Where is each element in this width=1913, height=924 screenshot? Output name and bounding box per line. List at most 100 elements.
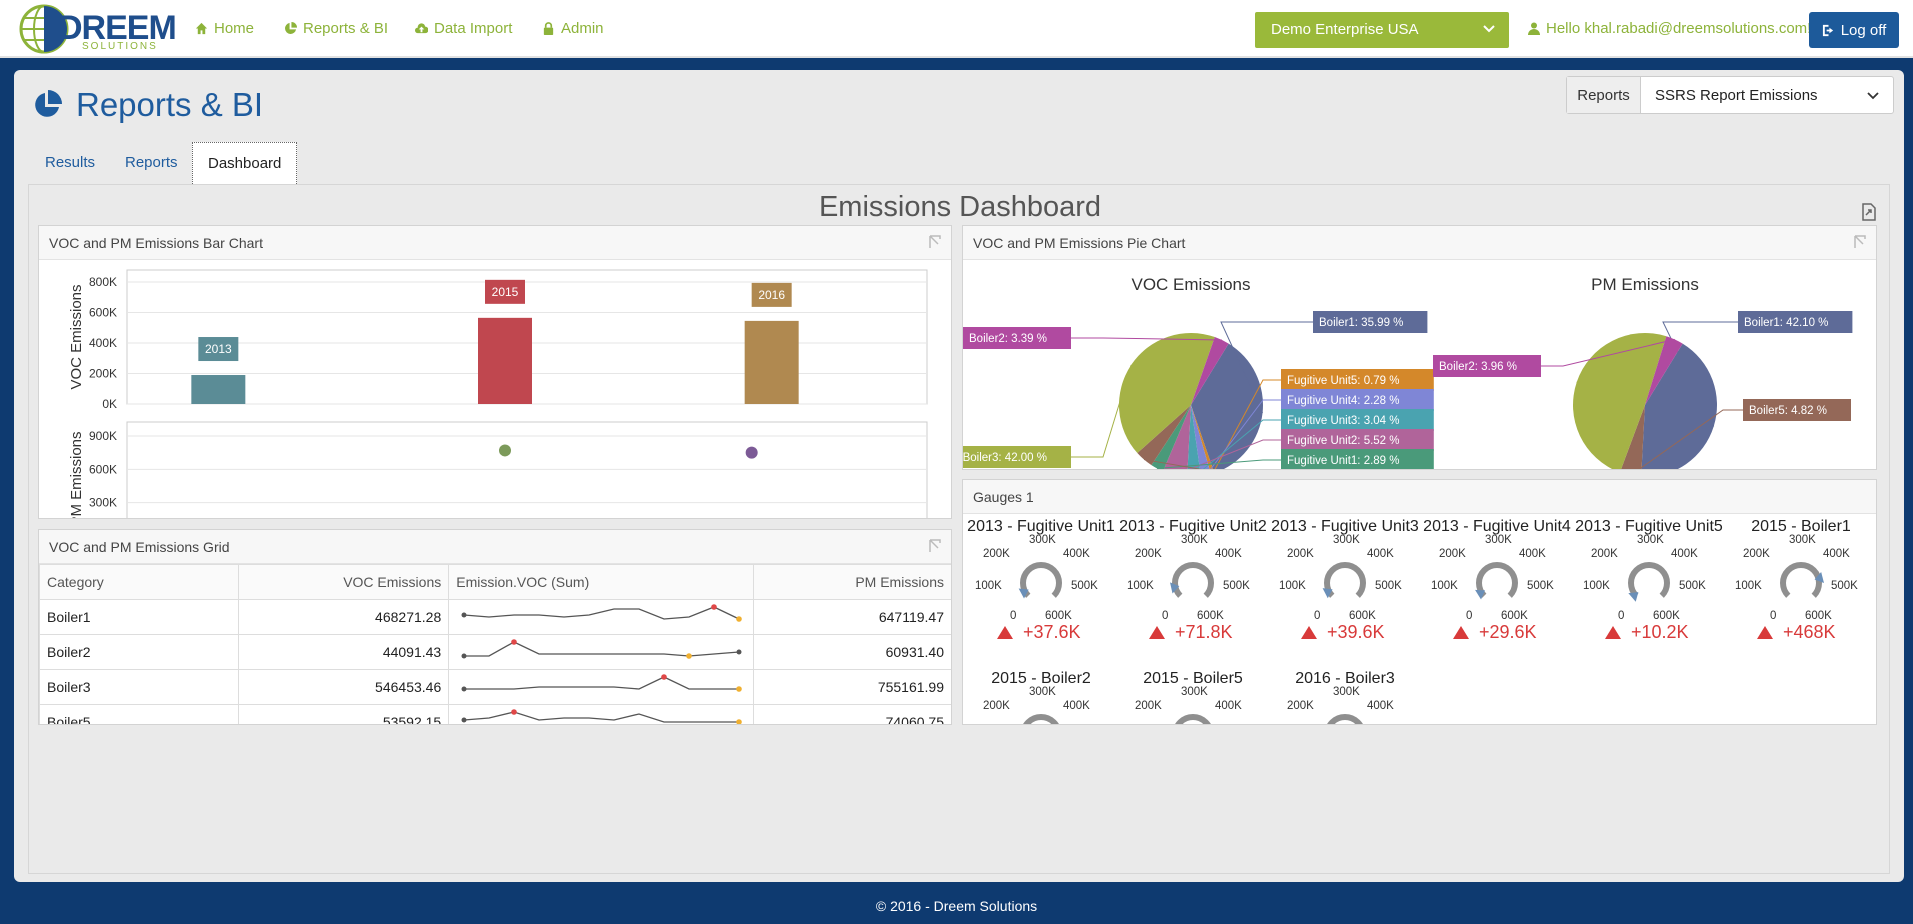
gauge-tick-label: 400K xyxy=(1519,548,1546,560)
table-row[interactable]: Boiler5 53592.15 74060.75 xyxy=(39,704,951,724)
gauge-delta: +468K xyxy=(1757,622,1836,643)
gauge-delta: +39.6K xyxy=(1301,622,1385,643)
col-voc-sum[interactable]: Emission.VOC (Sum) xyxy=(448,564,755,600)
cell-sparkline xyxy=(448,669,755,705)
pie-label: Boiler2: 3.96 % xyxy=(1439,361,1517,373)
cell-pm: 755161.99 xyxy=(753,669,951,705)
pie-label: Boiler2: 3.39 % xyxy=(969,333,1047,345)
scatter-point-2015 xyxy=(499,444,511,457)
pie-label: Fugitive Unit4: 2.28 % xyxy=(1287,395,1400,407)
user-icon xyxy=(1528,22,1540,35)
gauge-tick-label: 0 xyxy=(1466,610,1473,622)
reports-select[interactable]: SSRS Report Emissions xyxy=(1641,77,1893,113)
gauge[interactable]: 2015 - Boiler1 0 100K 200K 300K 400K 500K 600K +… xyxy=(1725,518,1876,658)
cell-category: Boiler2 xyxy=(39,634,239,670)
company-select[interactable]: Demo Enterprise USA xyxy=(1255,12,1509,48)
nav-admin[interactable]: Admin xyxy=(542,20,604,37)
pie-label: Fugitive Unit3: 3.04 % xyxy=(1287,415,1400,427)
bar-2016 xyxy=(744,320,799,404)
company-logo[interactable]: DREEM SOLUTIONS xyxy=(18,3,177,55)
pie-leader-line xyxy=(1212,379,1281,474)
cell-voc: 546453.46 xyxy=(237,669,450,705)
sparkline-min xyxy=(736,685,743,692)
gauge[interactable]: 2013 - Fugitive Unit2 0 100K 200K 300K 400K 50… xyxy=(1117,518,1269,658)
table-row[interactable]: Boiler1 468271.28 647119.47 xyxy=(39,599,951,635)
dashboard-container: Emissions Dashboard VOC and PM Emissions… xyxy=(28,184,1890,874)
gauge[interactable]: 2013 - Fugitive Unit5 0 100K 200K 300K 400K 50… xyxy=(1573,518,1725,658)
tab-dashboard[interactable]: Dashboard xyxy=(192,142,298,186)
gauge-tick-label: 200K xyxy=(1439,548,1466,560)
pie-label-box xyxy=(1743,399,1851,421)
pie-slice-fugitive-unit5 xyxy=(1191,405,1215,475)
logoff-button[interactable]: Log off xyxy=(1809,12,1899,48)
gauge-tick-label: 100K xyxy=(975,580,1002,592)
gauge-tick-label: 300K xyxy=(1029,534,1056,546)
col-category[interactable]: Category xyxy=(39,564,239,600)
pie-slice-fugitive-unit4 xyxy=(1191,405,1211,477)
nav-home-label: Home xyxy=(214,20,255,37)
gauge-tick-label: 600K xyxy=(1501,610,1528,622)
bar-data-label: 2013 xyxy=(205,342,232,356)
table-row[interactable]: Boiler3 546453.46 755161.99 xyxy=(39,669,951,705)
tab-reports[interactable]: Reports xyxy=(125,154,178,171)
gauge[interactable]: 2016 - Boiler30100K200K300K400K500K600K xyxy=(1269,670,1421,724)
maximize-icon[interactable] xyxy=(929,235,941,249)
nav-reports-bi[interactable]: Reports & BI xyxy=(284,20,388,37)
scatter-plot-area xyxy=(126,421,928,537)
bar-y-tick: 0K xyxy=(102,397,117,411)
pie-chart-panel: VOC and PM Emissions Pie Chart VOC Emiss… xyxy=(956,225,1877,493)
sparkline-max xyxy=(511,708,518,715)
pie-leader-line xyxy=(1220,321,1313,414)
pie-slice-boiler2 xyxy=(1645,336,1683,405)
nav-data-import[interactable]: Data Import xyxy=(415,20,512,37)
gauge-tick-label: 200K xyxy=(983,548,1010,560)
sparkline-path xyxy=(464,710,740,723)
pie-label: Fugitive Unit5: 0.79 % xyxy=(1287,375,1400,387)
pie-label-box xyxy=(1281,449,1434,471)
gauge-title: 2015 - Boiler2 xyxy=(991,670,1091,687)
triangle-up-icon xyxy=(1149,626,1165,639)
bar-y-tick: 600K xyxy=(89,306,117,320)
gauge-tick-label: 600K xyxy=(1805,610,1832,622)
gauge[interactable]: 2015 - Boiler50100K200K300K400K500K600K xyxy=(1117,670,1269,724)
pie-label-box xyxy=(1433,355,1541,377)
gauge[interactable]: 2015 - Boiler20100K200K300K400K500K600K xyxy=(965,670,1117,724)
pie-slice-fugitive-unit1 xyxy=(1151,405,1191,472)
pie-label: Boiler1: 42.10 % xyxy=(1744,317,1828,329)
pie-slice-boiler5 xyxy=(1619,405,1645,477)
cell-pm: 74060.75 xyxy=(753,704,951,724)
gauge-delta-value: +39.6K xyxy=(1327,622,1385,642)
tab-results[interactable]: Results xyxy=(45,154,96,171)
cell-category: Boiler1 xyxy=(39,599,239,635)
pie-leader-line xyxy=(1071,364,1132,458)
gauge[interactable]: 2013 - Fugitive Unit1 0 100K 200K 300K 400K 50… xyxy=(965,518,1117,658)
gauge-delta: +10.2K xyxy=(1605,622,1689,643)
sparkline-path xyxy=(464,605,740,620)
bar-data-label: 2016 xyxy=(758,288,785,302)
col-pm[interactable]: PM Emissions xyxy=(753,564,951,600)
gauge[interactable]: 2013 - Fugitive Unit3 0 100K 200K 300K 400K 50… xyxy=(1269,518,1421,658)
pie-label: Boiler1: 35.99 % xyxy=(1319,317,1403,329)
gauge-tick-label: 100K xyxy=(1127,580,1154,592)
maximize-icon[interactable] xyxy=(929,539,941,553)
nav-home[interactable]: Home xyxy=(195,20,254,37)
dashboard-title: Emissions Dashboard xyxy=(818,191,1102,223)
gauge-dial xyxy=(1175,714,1211,724)
pie-label-box xyxy=(1313,311,1428,333)
col-voc[interactable]: VOC Emissions xyxy=(237,564,450,600)
scatter-point-2016 xyxy=(745,446,758,459)
bar-data-label: 2015 xyxy=(492,285,519,299)
user-greeting[interactable]: Hello khal.rabadi@dreemsolutions.com! xyxy=(1528,20,1811,37)
maximize-icon[interactable] xyxy=(1854,235,1866,249)
gauge-tick-label: 0 xyxy=(1618,610,1625,622)
chevron-down-icon xyxy=(1483,25,1495,33)
table-row[interactable]: Boiler2 44091.43 60931.40 xyxy=(39,634,951,670)
page-title-text: Reports & BI xyxy=(76,86,264,123)
gauge[interactable]: 2013 - Fugitive Unit4 0 100K 200K 300K 400K 50… xyxy=(1421,518,1573,658)
sparkline-start xyxy=(461,686,467,691)
gauge-tick-label: 100K xyxy=(1279,580,1306,592)
bar-y-axis-label: VOC Emissions xyxy=(68,284,85,389)
voc-pm-bar-chart: 800K 600K 400K 200K 0K VOC Emissions 2013 2015 2… xyxy=(68,269,928,561)
bar-y-tick: 200K xyxy=(89,367,117,381)
export-icon[interactable] xyxy=(1861,203,1877,221)
